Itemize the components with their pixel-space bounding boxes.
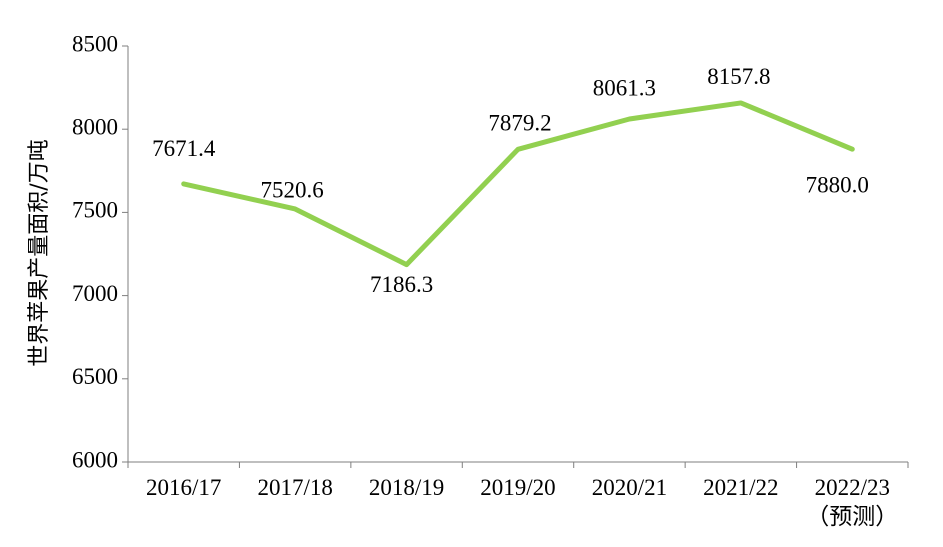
y-axis-label: 世界苹果产量面积/万吨 xyxy=(27,139,52,366)
x-tick-label: 2017/18 xyxy=(257,475,332,500)
x-tick-label: 2016/17 xyxy=(146,475,221,500)
y-tick-label: 6000 xyxy=(72,447,118,472)
x-tick-label: 2018/19 xyxy=(369,475,444,500)
x-tick-label: （预测） xyxy=(806,504,898,529)
y-tick-label: 8000 xyxy=(72,114,118,139)
x-tick-label: 2019/20 xyxy=(480,475,555,500)
x-tick-label: 2021/22 xyxy=(703,475,778,500)
data-label: 7186.3 xyxy=(370,272,433,297)
y-tick-label: 7500 xyxy=(72,198,118,223)
data-label: 7879.2 xyxy=(488,111,551,136)
data-label: 8157.8 xyxy=(707,64,770,89)
y-tick-label: 6500 xyxy=(72,364,118,389)
data-label: 7520.6 xyxy=(261,177,324,202)
x-tick-label: 2022/23 xyxy=(815,475,890,500)
y-axis: 6000 6500 7000 7500 8000 8500 xyxy=(72,31,129,472)
data-label: 8061.3 xyxy=(593,75,656,100)
data-labels-group: 7671.4 7520.6 7186.3 7879.2 8061.3 8157.8 7880… xyxy=(152,64,869,297)
data-label: 7880.0 xyxy=(806,172,869,197)
data-label: 7671.4 xyxy=(152,136,216,161)
y-tick-label: 7000 xyxy=(72,281,118,306)
x-tick-label: 2020/21 xyxy=(592,475,667,500)
x-axis: 2016/17 2017/18 2018/19 2019/20 2020/21 2021/… xyxy=(127,461,909,529)
series-group xyxy=(181,100,855,268)
y-tick-label: 8500 xyxy=(72,31,118,56)
